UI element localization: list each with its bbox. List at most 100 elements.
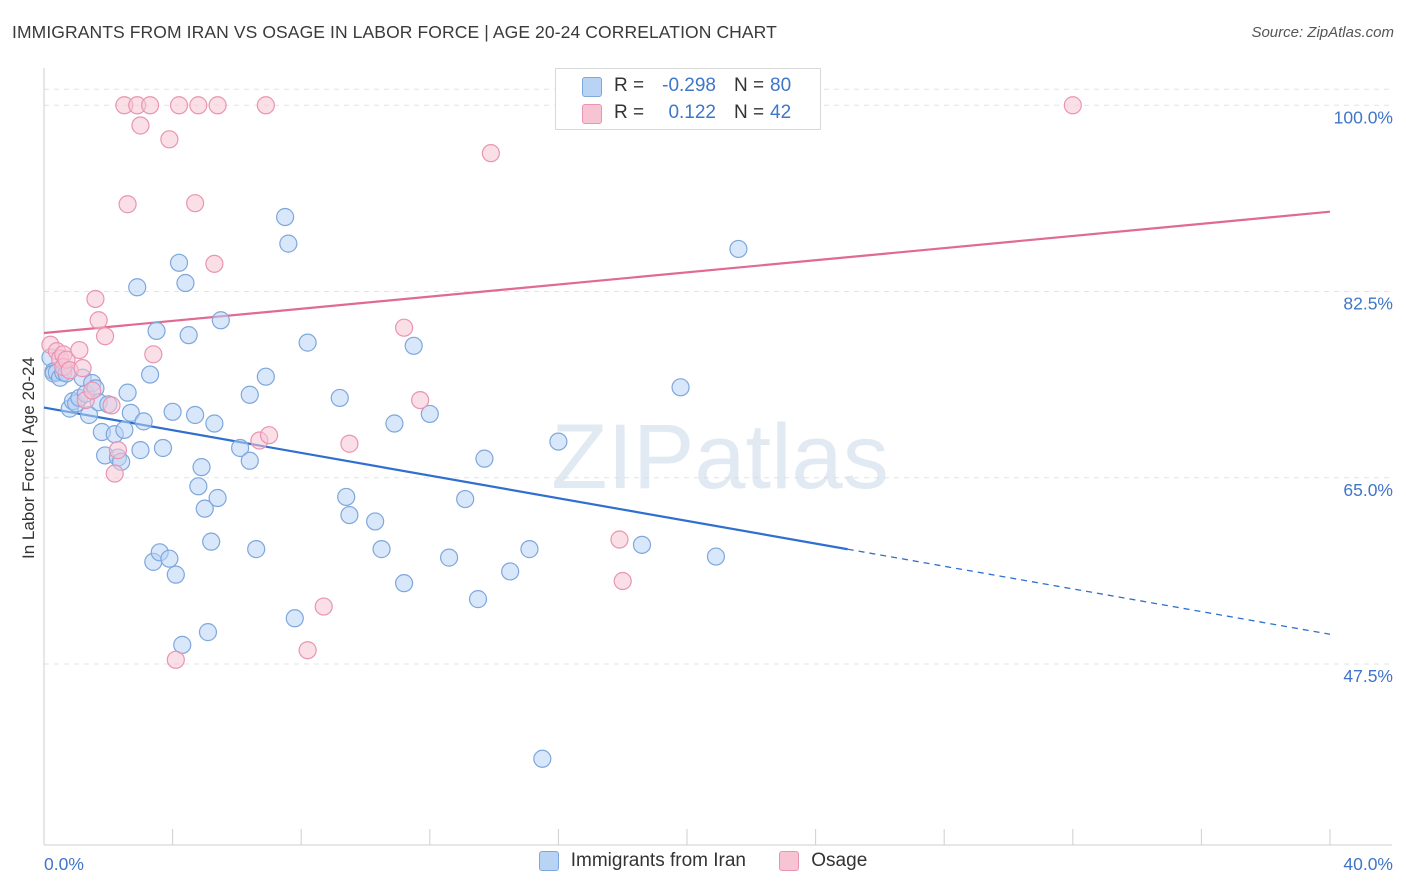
iran-point [186, 405, 205, 425]
osage-point [411, 390, 430, 410]
iran-point [256, 367, 275, 386]
axes [43, 68, 1392, 846]
iran-point [160, 549, 179, 568]
iran-point [706, 547, 726, 566]
osage-point [613, 571, 632, 591]
osage-point [83, 381, 102, 400]
osage-point [166, 650, 185, 669]
y-tick-label: 82.5% [1343, 294, 1393, 314]
iran-point [147, 321, 166, 341]
r-value: 0.122 [668, 102, 716, 123]
iran-point [279, 234, 298, 253]
iran-point [404, 336, 423, 355]
y-tick-label: 47.5% [1343, 666, 1393, 686]
osage-point [1063, 96, 1082, 115]
osage-point [89, 311, 108, 330]
chart-title: IMMIGRANTS FROM IRAN VS OSAGE IN LABOR F… [12, 22, 777, 42]
n-label: N = [734, 102, 765, 123]
y-tick-label: 100.0% [1334, 107, 1393, 127]
r-label: R = [614, 102, 645, 123]
osage-swatch [582, 104, 602, 124]
osage-trend-line [43, 210, 1331, 335]
osage-point [186, 194, 205, 213]
iran-point [118, 383, 137, 402]
osage-point [205, 254, 224, 273]
osage-point [481, 144, 500, 163]
y-tick-label: 65.0% [1343, 480, 1393, 500]
iran-point [166, 565, 185, 584]
iran-point [533, 749, 552, 768]
iran-swatch [538, 851, 559, 871]
iran-point [632, 535, 652, 554]
iran-point [366, 512, 385, 531]
osage-point [73, 359, 92, 378]
osage-point [610, 530, 629, 549]
iran-point [192, 458, 211, 477]
osage-point [102, 396, 121, 415]
legend-item-osage: Osage [779, 850, 867, 872]
iran-point [163, 402, 182, 421]
iran-point [128, 278, 147, 297]
osage-point [169, 96, 189, 115]
osage-point [314, 597, 333, 616]
legend-item-iran: Immigrants from Iran [538, 850, 746, 872]
iran-point [729, 239, 748, 259]
chart-legend: Immigrants from Iran Osage [0, 850, 1406, 877]
iran-point [176, 273, 195, 293]
iran-point [205, 414, 224, 433]
legend-label: Immigrants from Iran [570, 850, 746, 871]
r-value: -0.298 [662, 75, 716, 96]
iran-point [240, 385, 259, 404]
iran-point [134, 412, 153, 431]
osage-point [108, 441, 128, 460]
iran-trend-line [43, 406, 848, 551]
iran-trend-line-extrapolated [847, 548, 1331, 635]
iran-point [179, 326, 198, 345]
iran-point [211, 311, 230, 330]
iran-point [475, 449, 494, 468]
iran-point [240, 451, 259, 470]
n-label: N = [734, 75, 765, 96]
osage-point [140, 96, 160, 115]
osage-point [95, 327, 115, 346]
iran-point [195, 499, 214, 518]
osage-point [394, 318, 414, 337]
iran-point [501, 562, 520, 581]
iran-point [121, 403, 140, 422]
osage-point [259, 426, 279, 445]
iran-point [140, 365, 160, 384]
osage-point [160, 130, 179, 149]
data-points [41, 96, 1082, 768]
iran-point [153, 438, 173, 458]
iran-swatch [582, 77, 602, 97]
osage-point [105, 464, 124, 483]
watermark: ZIPatlas [551, 406, 888, 508]
osage-point [340, 434, 359, 453]
iran-point [439, 548, 459, 567]
iran-point [115, 420, 134, 439]
iran-point [247, 540, 266, 559]
osage-point [118, 195, 137, 214]
osage-point [189, 96, 208, 115]
iran-point [131, 441, 150, 460]
iran-point [298, 333, 317, 352]
trend-lines [43, 210, 1331, 635]
iran-point [385, 414, 404, 433]
osage-point [131, 116, 150, 135]
source-credit: Source: ZipAtlas.com [1251, 24, 1394, 41]
n-value: 42 [770, 102, 792, 123]
iran-point [337, 487, 356, 507]
legend-label: Osage [811, 850, 868, 871]
osage-point [298, 641, 317, 660]
iran-point [285, 609, 304, 628]
iran-point [520, 540, 539, 559]
stats-row-iran: R = -0.298 N = 80 [556, 73, 820, 101]
iran-point [208, 488, 227, 508]
iran-point [202, 532, 221, 551]
iran-point [468, 590, 488, 609]
iran-point [231, 438, 250, 458]
iran-point [189, 477, 208, 496]
r-label: R = [614, 75, 645, 96]
iran-point [549, 432, 568, 451]
